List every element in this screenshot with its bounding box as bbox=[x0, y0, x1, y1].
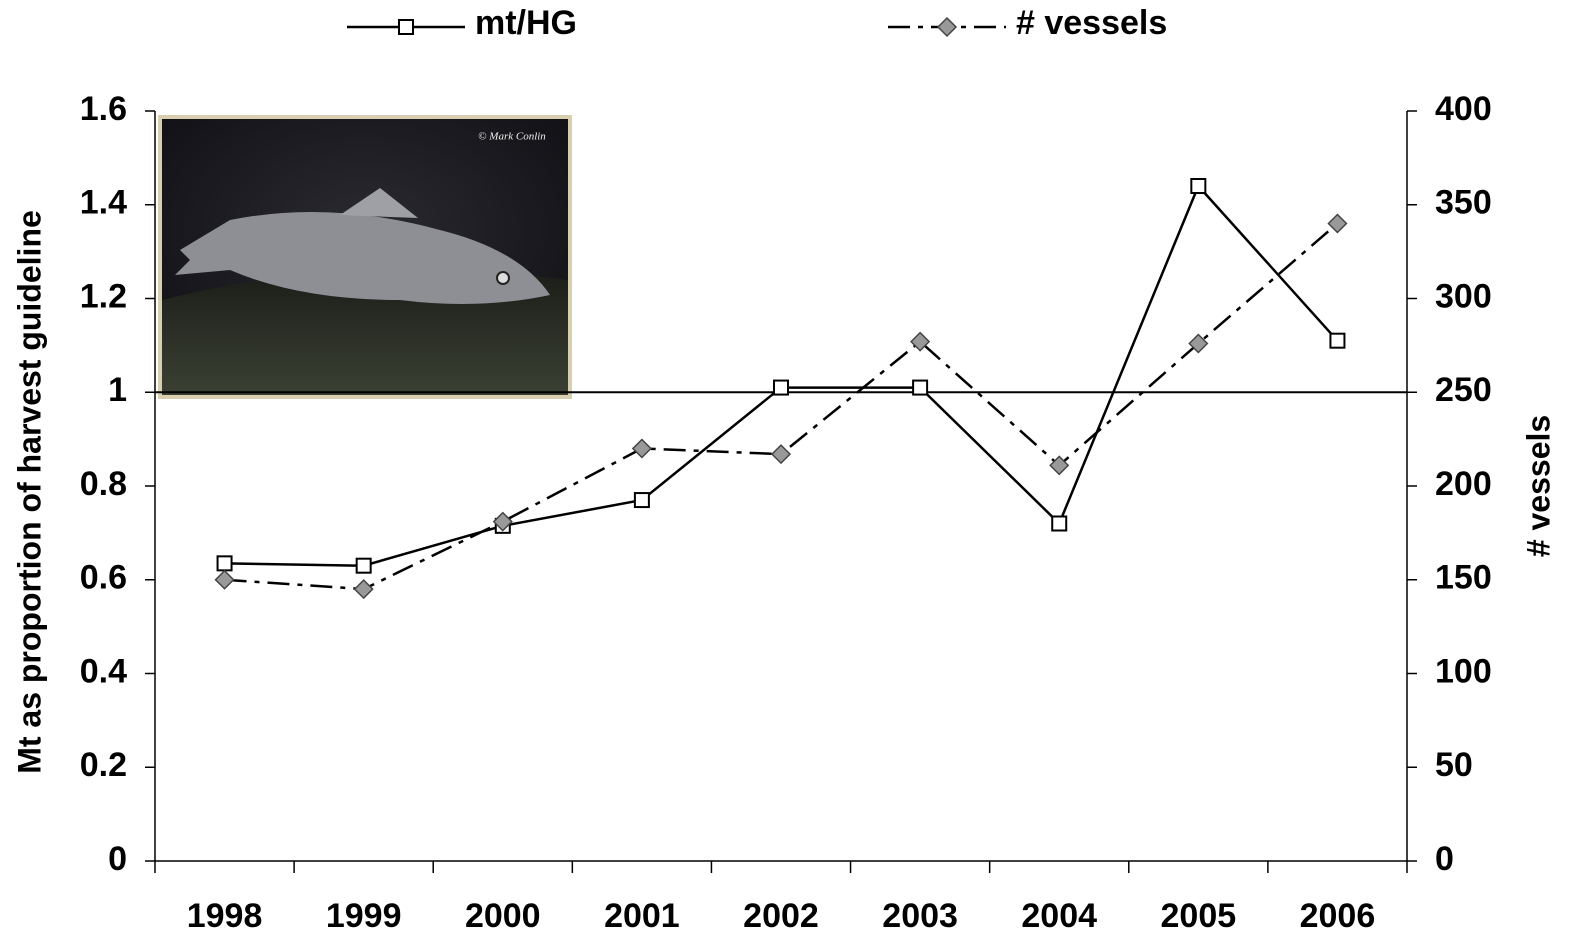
x-tick-label: 2001 bbox=[604, 897, 680, 935]
y2-tick-label: 250 bbox=[1435, 371, 1492, 409]
series-marker bbox=[1190, 178, 1207, 194]
series-marker bbox=[1049, 455, 1070, 476]
inset-photo: © Mark Conlin bbox=[158, 115, 572, 399]
y2-tick-label: 100 bbox=[1435, 652, 1492, 690]
y-tick-label: 0.8 bbox=[80, 465, 127, 503]
legend-label: # vessels bbox=[1016, 4, 1167, 42]
y2-axis-title: # vessels bbox=[1520, 415, 1556, 557]
y2-tick-label: 0 bbox=[1435, 840, 1454, 878]
series-marker bbox=[214, 569, 235, 590]
x-tick-label: 2005 bbox=[1161, 897, 1237, 935]
x-tick-label: 1999 bbox=[326, 897, 402, 935]
series-marker bbox=[1188, 333, 1209, 354]
series-marker bbox=[912, 379, 929, 396]
y-tick-label: 0.2 bbox=[80, 746, 127, 784]
series-marker bbox=[770, 444, 792, 465]
y-tick-label: 1.6 bbox=[80, 90, 127, 128]
x-tick-label: 2004 bbox=[1021, 897, 1097, 935]
y-axis-title: Mt as proportion of harvest guideline bbox=[11, 210, 47, 774]
series-marker bbox=[353, 579, 374, 600]
x-tick-label: 2006 bbox=[1300, 897, 1376, 935]
y2-tick-label: 350 bbox=[1435, 184, 1492, 222]
y-tick-label: 1 bbox=[108, 371, 127, 409]
photo-credit: © Mark Conlin bbox=[478, 131, 546, 143]
series-marker bbox=[631, 438, 652, 459]
y-tick-label: 1.2 bbox=[80, 277, 127, 315]
legend-marker bbox=[936, 16, 958, 38]
series-marker bbox=[355, 557, 372, 574]
x-tick-label: 2000 bbox=[465, 897, 541, 935]
y2-tick-label: 300 bbox=[1435, 277, 1492, 315]
y-tick-label: 0.4 bbox=[80, 652, 127, 690]
y-tick-label: 0 bbox=[108, 840, 127, 878]
series-marker bbox=[633, 492, 650, 509]
y2-tick-label: 200 bbox=[1435, 465, 1492, 503]
series-marker bbox=[910, 331, 931, 352]
photo-fish bbox=[175, 212, 550, 304]
legend-marker bbox=[398, 19, 414, 35]
series-marker bbox=[1327, 213, 1348, 234]
x-tick-label: 2003 bbox=[882, 897, 958, 935]
y2-tick-label: 150 bbox=[1435, 559, 1492, 597]
y2-tick-label: 400 bbox=[1435, 90, 1492, 128]
x-tick-label: 1998 bbox=[187, 897, 263, 935]
photo-fish-eye bbox=[496, 271, 510, 285]
series-marker bbox=[773, 379, 789, 396]
y-tick-label: 1.4 bbox=[80, 184, 127, 222]
series-marker bbox=[492, 511, 513, 532]
series-marker bbox=[1051, 515, 1068, 532]
y-tick-label: 0.6 bbox=[80, 559, 127, 597]
legend-label: mt/HG bbox=[475, 4, 577, 42]
series-marker bbox=[216, 555, 233, 572]
photo-fin bbox=[340, 188, 418, 218]
x-tick-label: 2002 bbox=[743, 897, 819, 935]
y2-tick-label: 50 bbox=[1435, 746, 1473, 784]
series-marker bbox=[1329, 332, 1346, 349]
